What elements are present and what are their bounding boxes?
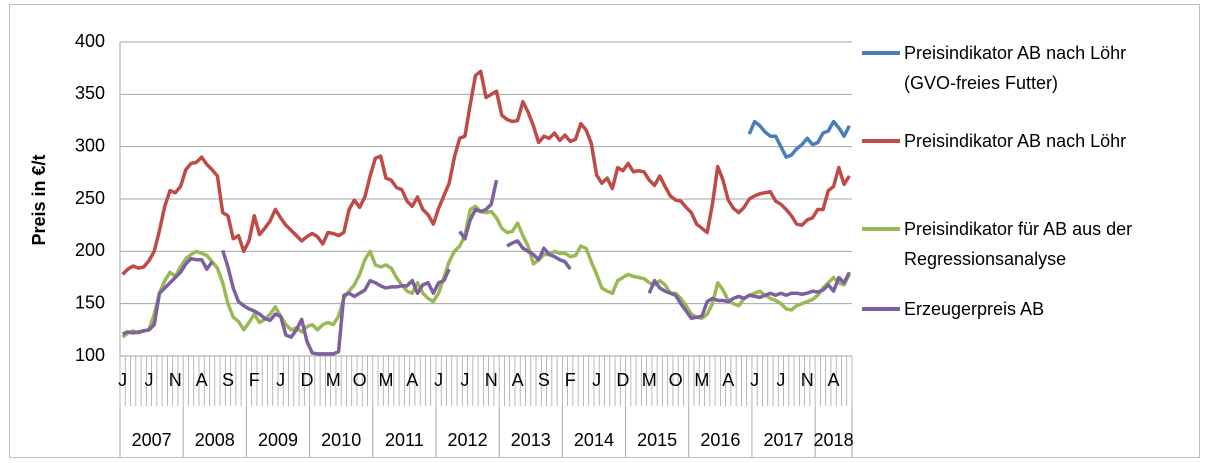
- y-tick-label: 100: [75, 345, 105, 365]
- year-label: 2007: [132, 430, 172, 450]
- year-label: 2018: [814, 430, 854, 450]
- x-tick-label: F: [249, 370, 260, 390]
- y-tick-label: 250: [75, 188, 105, 208]
- year-label: 2010: [321, 430, 361, 450]
- x-tick-label: D: [616, 370, 629, 390]
- x-tick-label: A: [196, 370, 208, 390]
- x-tick-label: J: [776, 370, 785, 390]
- series-line: [747, 119, 851, 159]
- x-tick-label: J: [592, 370, 601, 390]
- legend-swatch: [862, 227, 900, 231]
- year-label: 2012: [448, 430, 488, 450]
- x-tick-label: J: [144, 370, 153, 390]
- x-tick-label: J: [276, 370, 285, 390]
- legend-label: Preisindikator AB nach Löhr (GVO-freies …: [904, 43, 1127, 93]
- legend-swatch: [862, 139, 900, 143]
- legend-label: Preisindikator AB nach Löhr: [904, 131, 1127, 151]
- x-tick-label: O: [669, 370, 683, 390]
- legend-label: Preisindikator für AB aus der Regression…: [904, 219, 1133, 269]
- chart-border: [9, 4, 1200, 458]
- legend: Preisindikator AB nach Löhr (GVO-freies …: [862, 38, 1202, 382]
- x-tick-label: A: [828, 370, 840, 390]
- x-tick-label: N: [169, 370, 182, 390]
- year-label: 2011: [385, 430, 424, 450]
- y-axis-title: Preis in €/t: [29, 154, 49, 245]
- y-tick-label: 200: [75, 240, 105, 260]
- x-tick-label: M: [694, 370, 709, 390]
- x-tick-label: M: [326, 370, 341, 390]
- x-tick-label: J: [750, 370, 759, 390]
- y-tick-label: 300: [75, 135, 105, 155]
- year-label: 2015: [637, 430, 677, 450]
- year-label: 2009: [258, 430, 298, 450]
- year-label: 2008: [195, 430, 235, 450]
- legend-entry: Erzeugerpreis AB: [862, 294, 1202, 382]
- x-tick-label: A: [512, 370, 524, 390]
- year-label: 2016: [700, 430, 740, 450]
- x-tick-label: S: [222, 370, 234, 390]
- legend-swatch: [862, 307, 900, 311]
- x-tick-label: F: [565, 370, 576, 390]
- x-tick-label: M: [642, 370, 657, 390]
- series-line: [121, 179, 851, 356]
- x-tick-label: N: [801, 370, 814, 390]
- year-label: 2013: [511, 430, 551, 450]
- y-tick-label: 150: [75, 292, 105, 312]
- x-tick-label: J: [460, 370, 469, 390]
- x-tick-label: A: [722, 370, 734, 390]
- series-line: [121, 69, 851, 276]
- y-tick-label: 350: [75, 83, 105, 103]
- year-label: 2014: [574, 430, 614, 450]
- x-tick-label: N: [485, 370, 498, 390]
- legend-entry: Preisindikator AB nach Löhr: [862, 126, 1202, 214]
- x-tick-label: A: [406, 370, 418, 390]
- legend-label: Erzeugerpreis AB: [904, 299, 1045, 319]
- year-label: 2017: [764, 430, 804, 450]
- x-tick-label: J: [434, 370, 443, 390]
- y-tick-label: 400: [75, 31, 105, 51]
- x-tick-label: D: [300, 370, 313, 390]
- x-tick-label: O: [353, 370, 367, 390]
- x-tick-label: M: [378, 370, 393, 390]
- legend-swatch: [862, 51, 900, 55]
- x-tick-label: J: [118, 370, 127, 390]
- legend-entry: Preisindikator für AB aus der Regression…: [862, 214, 1202, 294]
- x-tick-label: S: [538, 370, 550, 390]
- legend-entry: Preisindikator AB nach Löhr (GVO-freies …: [862, 38, 1202, 126]
